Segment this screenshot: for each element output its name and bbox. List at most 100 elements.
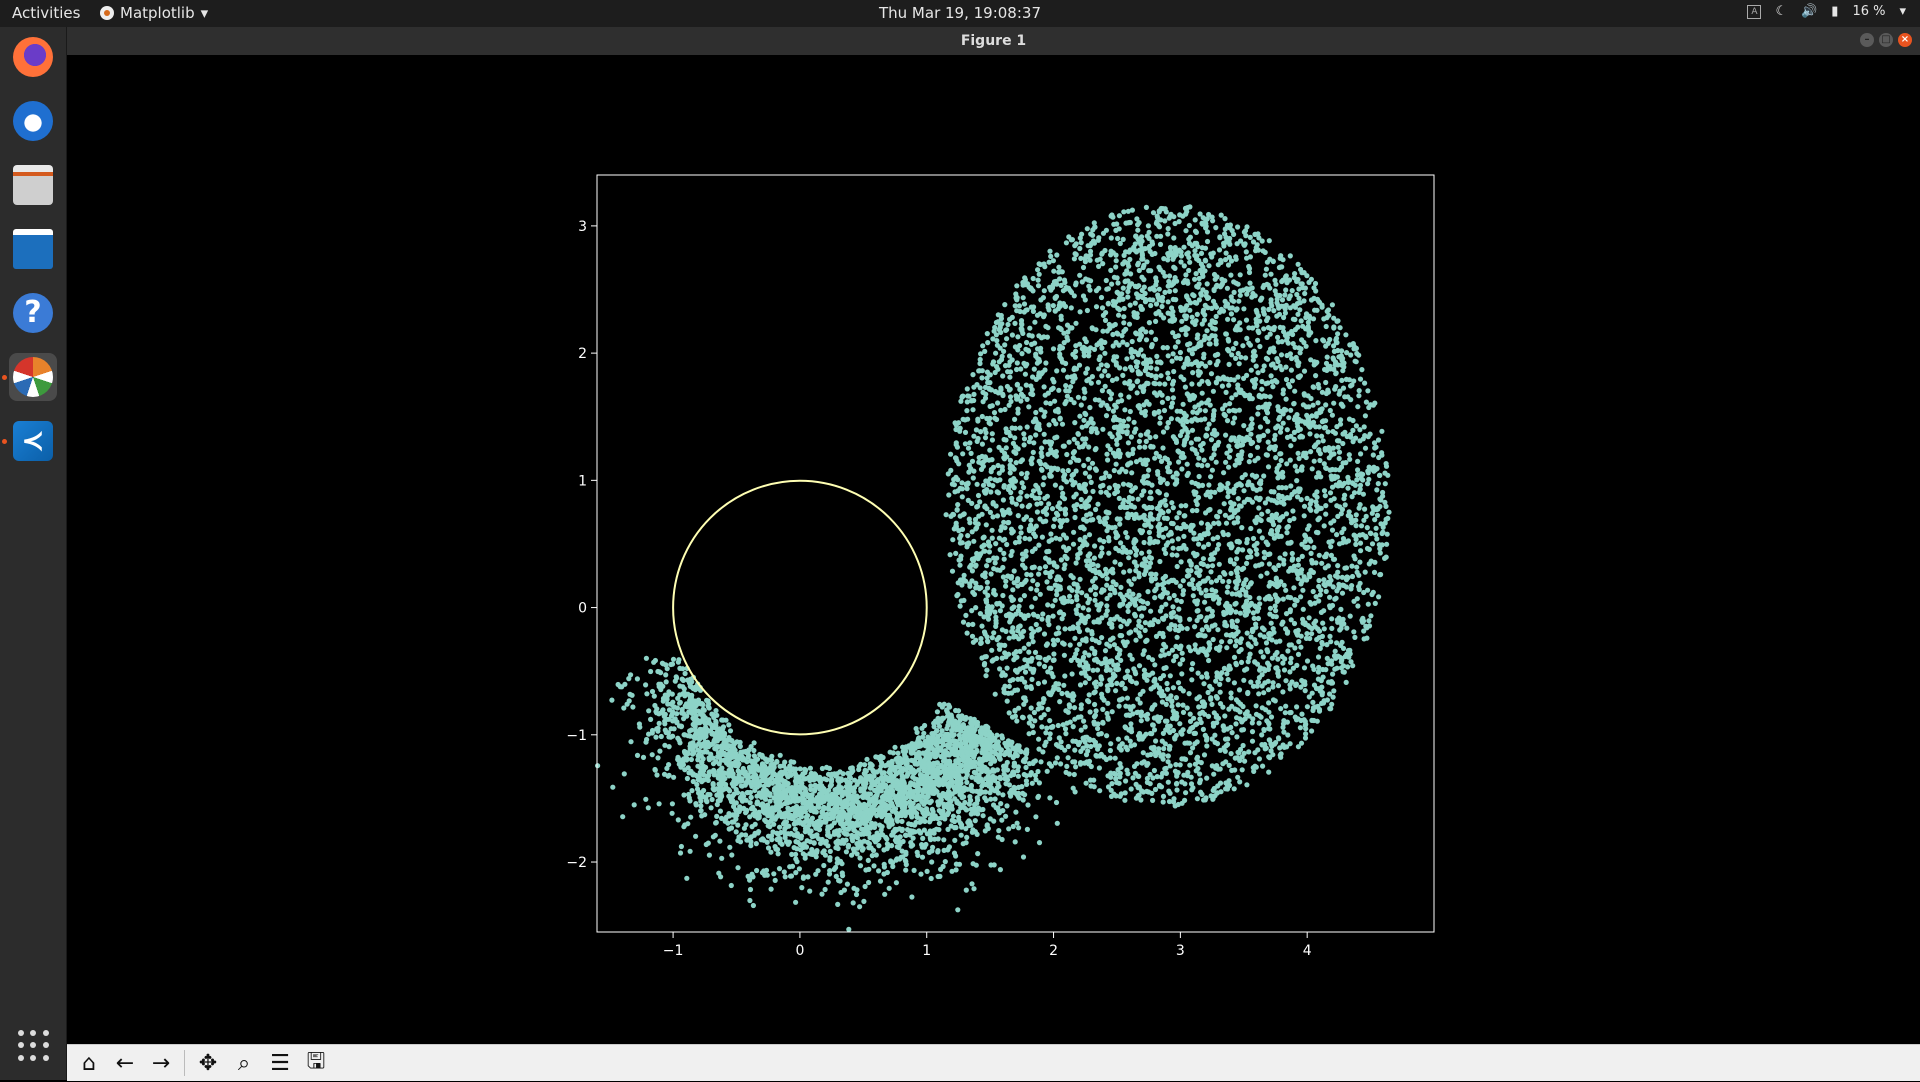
scatter-point (1114, 441, 1120, 447)
scatter-point (1271, 565, 1277, 571)
scatter-point (1209, 701, 1215, 708)
window-titlebar[interactable]: Figure 1 – □ × (67, 27, 1920, 55)
dock-item-help[interactable]: ? (9, 289, 57, 337)
scatter-point (1279, 653, 1285, 660)
scatter-point (1039, 445, 1045, 451)
clock[interactable]: Thu Mar 19, 19:08:37 (878, 4, 1041, 22)
scatter-point (1218, 257, 1224, 263)
scatter-point (1016, 535, 1022, 541)
scatter-point (1289, 557, 1295, 563)
scatter-point (1030, 374, 1036, 380)
scatter-point (970, 372, 976, 378)
figure-canvas[interactable]: −1 0 1 2 3 4 −2 −1 0 1 2 3 (67, 55, 1920, 1044)
scatter-point (1188, 781, 1195, 787)
scatter-point (1324, 697, 1330, 703)
scatter-point (1244, 630, 1250, 636)
scatter-point (1361, 424, 1367, 430)
scatter-point (1195, 494, 1202, 501)
scatter-point (1284, 461, 1290, 467)
scatter-point (1019, 471, 1025, 477)
scatter-point (1316, 664, 1322, 671)
scatter-point (1208, 592, 1214, 599)
dock-item-firefox[interactable] (9, 33, 57, 81)
scatter-point (1139, 256, 1145, 262)
scatter-point (1261, 549, 1267, 555)
scatter-point (1209, 214, 1215, 220)
scatter-point (1105, 457, 1111, 463)
scatter-point (1118, 424, 1124, 430)
scatter-point (1252, 603, 1258, 609)
scatter-point (1165, 753, 1171, 759)
scatter-point (1343, 539, 1349, 545)
scatter-point (1128, 349, 1134, 355)
activities-button[interactable]: Activities (12, 4, 81, 22)
scatter-point (1203, 587, 1209, 593)
scatter-point (1279, 339, 1285, 345)
scatter-point (1019, 480, 1025, 486)
scatter-point (1251, 768, 1257, 775)
scatter-point (1008, 489, 1014, 496)
close-button[interactable]: × (1898, 33, 1912, 47)
scatter-point (1125, 451, 1131, 457)
scatter-point (1096, 340, 1102, 346)
scatter-point (1187, 397, 1193, 403)
scatter-point (1088, 587, 1094, 593)
scatter-point (1298, 594, 1304, 600)
maximize-button[interactable]: □ (1879, 33, 1893, 47)
dock-item-vscode[interactable]: ≺ (9, 417, 57, 465)
scatter-point (1109, 377, 1116, 383)
scatter-point (1334, 438, 1341, 444)
scatter-point (1264, 594, 1270, 600)
show-applications-button[interactable] (18, 1030, 50, 1062)
scatter-point (1208, 569, 1214, 575)
scatter-point (1180, 401, 1186, 407)
scatter-point (1373, 525, 1379, 531)
scatter-point (972, 516, 979, 523)
scatter-point (1073, 457, 1080, 463)
scatter-point (1342, 492, 1348, 498)
app-menu[interactable]: Matplotlib ▾ (100, 4, 208, 22)
scatter-point (1370, 589, 1376, 595)
system-tray[interactable]: A ☾ 🔊 ▮ 16 % ▾ (1747, 4, 1906, 19)
scatter-point (1309, 466, 1315, 472)
scatter-point (1241, 580, 1247, 586)
scatter-point (1232, 643, 1239, 649)
scatter-point (1188, 525, 1194, 531)
dock-item-writer[interactable] (9, 225, 57, 273)
scatter-point (1089, 460, 1096, 466)
dock-item-files[interactable] (9, 161, 57, 209)
input-method-icon[interactable]: A (1747, 4, 1762, 19)
scatter-point (1310, 402, 1316, 408)
scatter-point (1271, 535, 1277, 541)
scatter-point (1275, 735, 1282, 741)
scatter-point (1134, 284, 1140, 290)
scatter-point (1069, 598, 1075, 605)
scatter-point (1063, 240, 1069, 246)
scatter-point (1253, 621, 1259, 627)
scatter-point (1369, 541, 1376, 547)
scatter-point (1366, 546, 1372, 552)
scatter-point (1285, 648, 1291, 654)
scatter-point (1110, 343, 1116, 349)
scatter-point (1091, 657, 1098, 663)
scatter-point (1013, 291, 1019, 297)
dock-item-matplotlib[interactable] (9, 353, 57, 401)
scatter-point (1139, 550, 1145, 556)
minimize-button[interactable]: – (1860, 33, 1874, 47)
scatter-point (985, 616, 992, 622)
firefox-icon (13, 37, 53, 77)
scatter-point (1217, 780, 1224, 786)
scatter-point (1357, 376, 1364, 382)
scatter-point (1123, 703, 1129, 709)
dock-item-thunderbird[interactable] (9, 97, 57, 145)
scatter-point (1156, 309, 1162, 315)
scatter-point (1327, 633, 1333, 640)
scatter-point (1183, 503, 1189, 509)
scatter-point (1264, 334, 1270, 340)
scatter-point (980, 343, 986, 349)
scatter-point (1001, 436, 1007, 443)
scatter-point (1307, 431, 1313, 437)
scatter-point (1099, 545, 1105, 551)
scatter-point (1025, 658, 1031, 665)
